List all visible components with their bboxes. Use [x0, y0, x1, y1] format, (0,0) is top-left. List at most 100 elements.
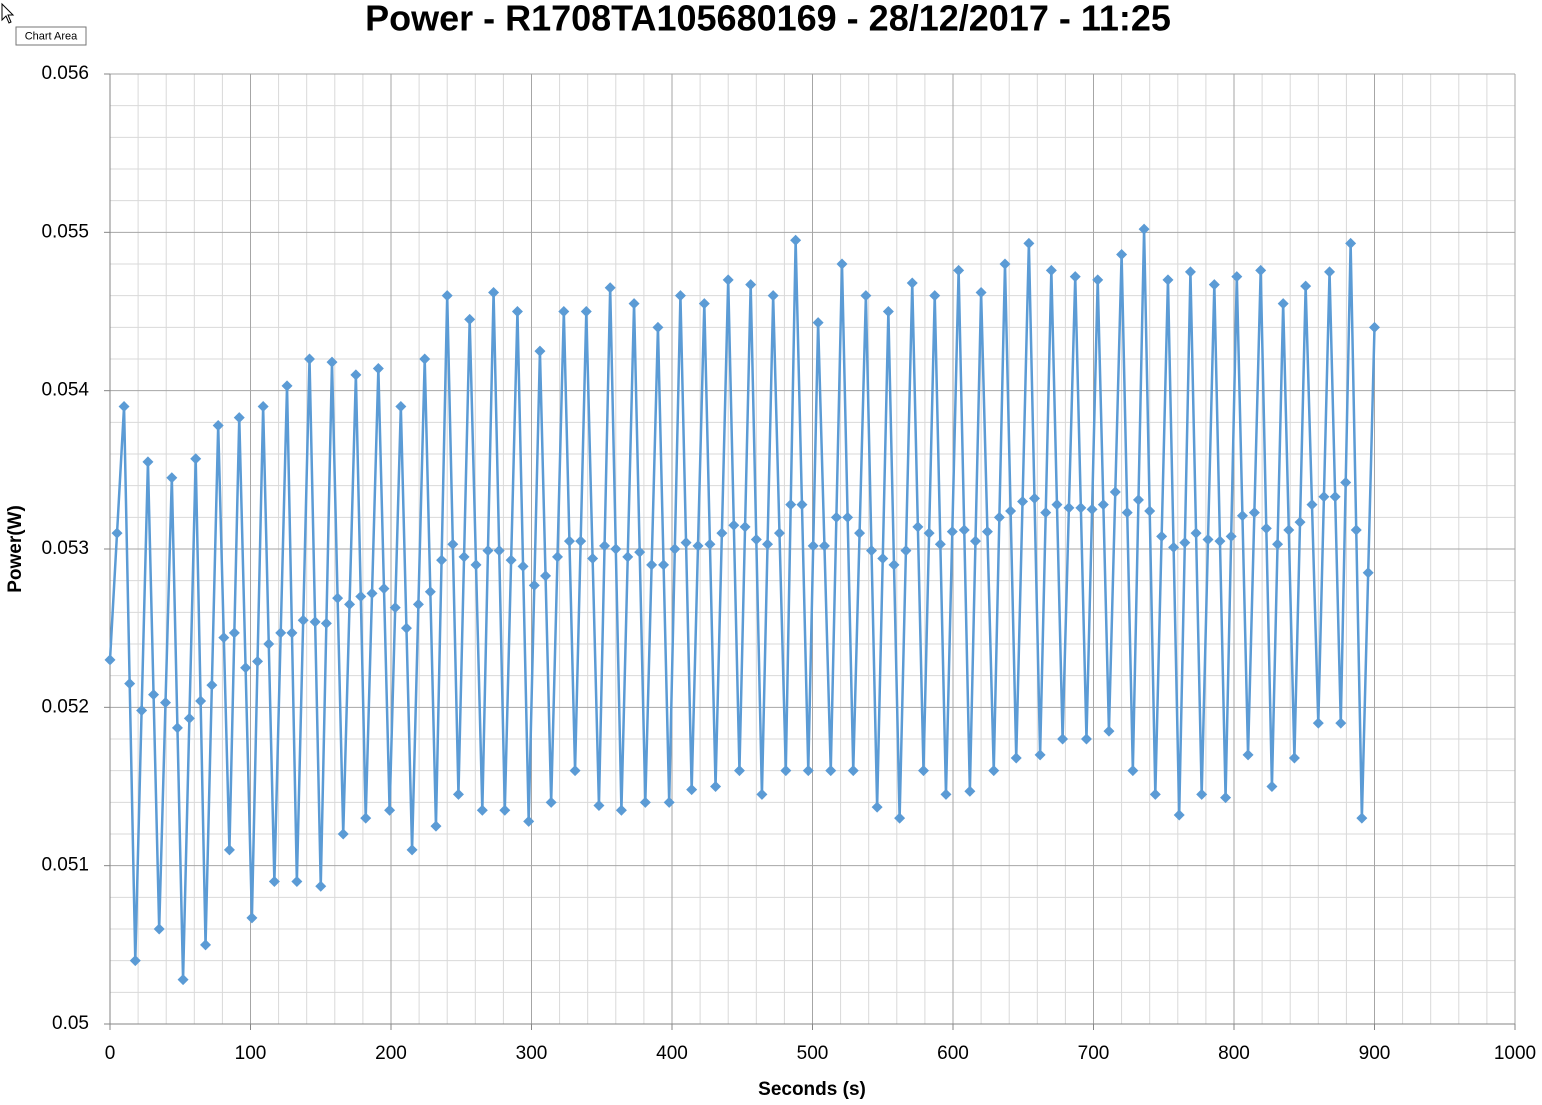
- data-marker: [482, 545, 494, 557]
- data-marker: [877, 553, 889, 564]
- data-marker: [796, 499, 808, 511]
- data-marker: [223, 844, 235, 856]
- data-marker: [917, 765, 929, 777]
- data-marker: [177, 974, 189, 986]
- chart-title: Power - R1708TA105680169 - 28/12/2017 - …: [365, 0, 1171, 39]
- data-marker: [722, 274, 734, 286]
- data-marker: [842, 511, 854, 523]
- data-marker: [1329, 491, 1341, 503]
- data-marker: [320, 617, 332, 629]
- data-marker: [739, 521, 751, 533]
- data-marker: [1144, 505, 1156, 517]
- data-marker: [663, 796, 675, 808]
- data-marker: [1097, 499, 1109, 511]
- data-marker: [257, 401, 269, 412]
- tooltip: Chart Area: [25, 30, 78, 42]
- data-marker: [988, 765, 1000, 777]
- data-marker: [580, 306, 592, 317]
- data-marker: [458, 551, 470, 563]
- data-marker: [1028, 492, 1040, 504]
- data-marker: [934, 538, 946, 550]
- data-marker: [929, 290, 941, 302]
- data-marker: [1202, 534, 1214, 545]
- data-marker: [534, 345, 546, 357]
- data-marker: [366, 587, 378, 599]
- data-marker: [1162, 274, 1174, 286]
- data-marker: [639, 796, 651, 808]
- series: [104, 223, 1380, 986]
- data-marker: [246, 912, 258, 924]
- data-marker: [1080, 733, 1092, 745]
- data-marker: [212, 420, 224, 431]
- data-marker: [1045, 264, 1057, 276]
- data-marker: [464, 313, 476, 325]
- data-marker: [228, 627, 240, 639]
- y-tick-label: 0.05: [52, 1013, 89, 1034]
- data-marker: [493, 545, 505, 557]
- data-marker: [111, 527, 123, 539]
- data-marker: [1236, 510, 1248, 522]
- data-marker: [993, 511, 1005, 523]
- y-axis-label: Power(W): [5, 505, 26, 593]
- x-tick-label: 1000: [1494, 1043, 1536, 1064]
- data-marker: [587, 553, 599, 564]
- data-marker: [1312, 717, 1324, 729]
- data-marker: [1017, 496, 1029, 507]
- data-marker: [558, 306, 570, 317]
- x-tick-label: 400: [656, 1043, 688, 1064]
- data-marker: [142, 456, 154, 468]
- data-marker: [337, 828, 349, 840]
- data-marker: [569, 765, 581, 777]
- data-marker: [1283, 524, 1295, 536]
- data-marker: [118, 401, 130, 412]
- data-marker: [1335, 717, 1347, 729]
- data-marker: [733, 765, 745, 777]
- data-marker: [1063, 502, 1075, 514]
- data-marker: [728, 519, 740, 531]
- data-marker: [1356, 812, 1368, 824]
- data-marker: [183, 712, 195, 724]
- data-marker: [1010, 752, 1022, 764]
- data-marker: [395, 401, 407, 412]
- data-marker: [807, 540, 819, 552]
- data-marker: [1300, 280, 1312, 292]
- data-marker: [166, 472, 178, 484]
- data-marker: [1116, 249, 1128, 260]
- data-marker: [923, 527, 935, 539]
- data-marker: [1260, 522, 1272, 534]
- data-marker: [622, 551, 634, 563]
- data-marker: [1057, 733, 1069, 745]
- data-marker: [206, 679, 218, 691]
- data-marker: [975, 287, 987, 298]
- data-marker: [136, 705, 148, 716]
- data-marker: [424, 586, 436, 598]
- data-marker: [604, 282, 616, 294]
- data-marker: [1340, 477, 1352, 488]
- data-marker: [900, 545, 912, 557]
- data-marker: [1277, 298, 1289, 310]
- data-marker: [969, 535, 981, 547]
- x-tick-label: 200: [375, 1043, 407, 1064]
- data-marker: [1075, 502, 1087, 514]
- data-marker: [360, 812, 372, 824]
- data-marker: [756, 788, 768, 800]
- data-marker: [389, 602, 401, 614]
- data-marker: [1214, 535, 1226, 547]
- data-marker: [745, 279, 757, 291]
- data-marker: [894, 812, 906, 824]
- data-marker: [680, 537, 692, 549]
- data-marker: [233, 412, 245, 424]
- data-marker: [430, 820, 442, 832]
- data-marker: [750, 534, 762, 545]
- data-marker: [488, 287, 500, 298]
- data-marker: [326, 356, 338, 368]
- data-marker: [499, 804, 511, 816]
- y-tick-label: 0.056: [41, 63, 89, 84]
- grid: [109, 73, 1516, 1025]
- data-marker: [1248, 507, 1260, 519]
- data-marker: [159, 697, 171, 709]
- data-marker: [1034, 749, 1046, 761]
- x-axis-label: Seconds (s): [758, 1079, 866, 1100]
- data-marker: [716, 527, 728, 539]
